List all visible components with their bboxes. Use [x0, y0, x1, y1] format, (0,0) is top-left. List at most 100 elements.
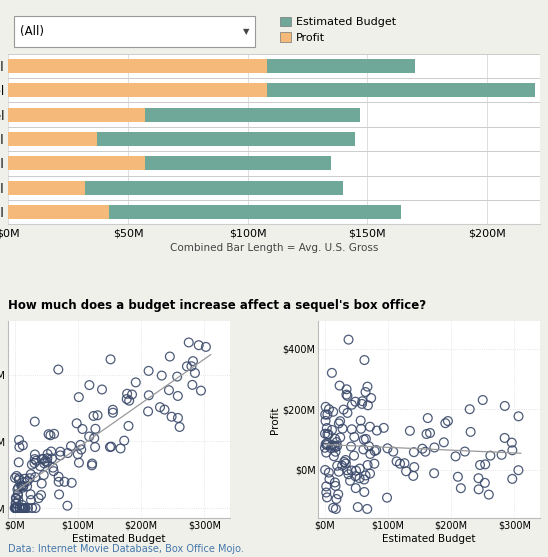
Point	[12, 499, 21, 508]
Point	[323, 493, 332, 502]
Point	[67, 478, 76, 487]
Point	[123, 389, 132, 398]
Point	[460, 447, 469, 456]
Point	[321, 466, 329, 475]
Point	[329, 504, 338, 512]
Point	[182, 362, 191, 371]
Point	[324, 430, 333, 439]
Point	[497, 451, 506, 460]
Point	[10, 473, 19, 482]
Point	[174, 413, 182, 422]
Point	[362, 434, 370, 443]
Point	[98, 385, 106, 394]
Point	[12, 494, 21, 503]
Point	[383, 493, 391, 502]
Point	[56, 447, 65, 456]
Point	[15, 474, 24, 483]
Point	[13, 485, 22, 494]
Point	[175, 423, 184, 432]
Point	[465, 405, 474, 414]
Bar	[97, 132, 356, 146]
Point	[321, 443, 329, 452]
Point	[23, 477, 32, 486]
Point	[357, 399, 366, 408]
Point	[14, 490, 22, 499]
Point	[508, 475, 517, 483]
Point	[360, 355, 369, 364]
Y-axis label: Profit: Profit	[270, 406, 279, 433]
Point	[124, 422, 133, 431]
Point	[514, 412, 523, 421]
Point	[109, 408, 117, 417]
Point	[28, 504, 37, 512]
Point	[197, 386, 206, 395]
Point	[34, 494, 43, 502]
Point	[12, 472, 21, 481]
Point	[75, 393, 83, 402]
Point	[346, 476, 355, 485]
Point	[402, 467, 410, 476]
Point	[424, 414, 432, 423]
Point	[164, 385, 173, 394]
Point	[27, 460, 36, 469]
Point	[350, 451, 358, 460]
Point	[364, 442, 373, 451]
Point	[328, 368, 336, 377]
Point	[356, 464, 364, 473]
Point	[474, 485, 483, 494]
Point	[366, 449, 375, 458]
Point	[324, 468, 333, 477]
Point	[49, 463, 58, 472]
Point	[188, 380, 197, 389]
Point	[321, 410, 329, 419]
Point	[331, 481, 340, 490]
Point	[342, 390, 351, 399]
Point	[392, 457, 401, 466]
Point	[43, 454, 52, 463]
Point	[17, 504, 26, 512]
Point	[347, 425, 356, 434]
Point	[363, 461, 372, 470]
Point	[323, 410, 332, 419]
Point	[24, 504, 32, 512]
Point	[474, 474, 483, 483]
Point	[91, 443, 100, 452]
Point	[347, 442, 356, 451]
Point	[91, 424, 100, 433]
Point	[507, 438, 516, 447]
Point	[476, 461, 484, 470]
Point	[389, 447, 398, 456]
X-axis label: Estimated Budget: Estimated Budget	[72, 534, 165, 544]
Point	[357, 424, 366, 433]
Point	[106, 443, 115, 452]
Point	[344, 335, 353, 344]
Point	[360, 487, 369, 496]
Point	[75, 458, 83, 467]
Point	[11, 504, 20, 512]
Point	[25, 474, 34, 483]
Point	[30, 458, 39, 467]
Point	[370, 447, 379, 456]
Point	[26, 490, 35, 499]
Point	[187, 361, 196, 370]
Point	[443, 417, 452, 426]
Point	[333, 461, 341, 470]
Point	[426, 428, 435, 437]
Point	[72, 419, 81, 428]
Point	[31, 450, 39, 459]
Point	[54, 365, 62, 374]
Point	[347, 400, 356, 409]
Point	[321, 439, 330, 448]
Point	[466, 427, 475, 436]
Point	[338, 424, 347, 433]
Point	[107, 442, 116, 451]
Point	[343, 408, 352, 417]
Point	[13, 504, 21, 512]
Point	[31, 473, 39, 482]
Legend: Estimated Budget, Profit: Estimated Budget, Profit	[279, 17, 396, 43]
Point	[322, 448, 330, 457]
Point	[39, 455, 48, 463]
Point	[32, 456, 41, 465]
Point	[406, 426, 414, 435]
Point	[144, 407, 152, 416]
